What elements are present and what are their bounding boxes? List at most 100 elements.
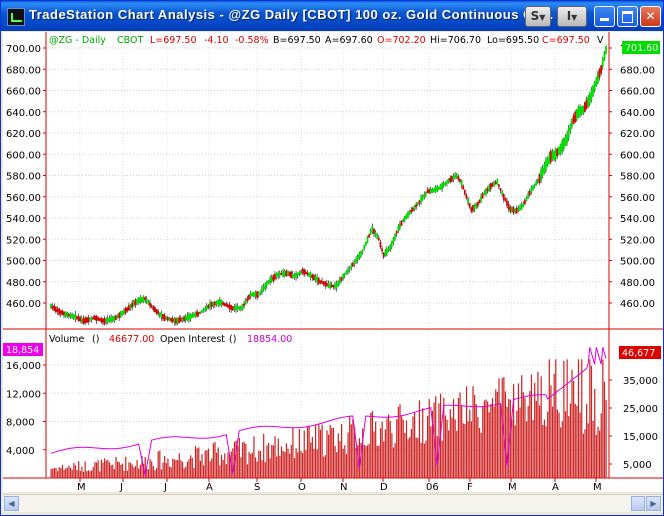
candle-body <box>566 133 568 144</box>
candle-body <box>186 315 189 321</box>
volume-bar <box>130 462 132 478</box>
horizontal-scrollbar[interactable]: ◀ ▶ <box>3 494 663 512</box>
volume-bar <box>241 442 244 478</box>
volume-bar <box>326 430 328 478</box>
candle-body <box>123 309 125 314</box>
candle-body <box>590 89 593 101</box>
candle-body <box>418 200 421 204</box>
volume-bar <box>448 430 450 478</box>
candle-body <box>327 283 330 288</box>
candle-body <box>580 106 583 115</box>
price-tick-label: 600.00 <box>620 150 655 161</box>
candle-body <box>543 163 546 173</box>
volume-bar <box>267 442 270 478</box>
price-tick-label: 680.00 <box>620 65 655 76</box>
candle-body <box>499 188 502 191</box>
candle-body <box>157 310 160 315</box>
high-price: Hi=706.70 <box>430 35 481 46</box>
candle-body <box>259 290 262 294</box>
volume-bar <box>58 467 60 478</box>
candle-body <box>93 315 96 320</box>
volume-bar <box>254 457 257 478</box>
title-bar[interactable]: TradeStation Chart Analysis - @ZG Daily … <box>1 1 663 31</box>
volume-bar <box>370 412 372 478</box>
volume-bar <box>177 460 179 478</box>
volume-bar <box>415 437 417 478</box>
candle-body <box>69 313 72 318</box>
volume-bar <box>383 441 385 478</box>
scroll-left-button[interactable]: ◀ <box>4 496 19 511</box>
candle-body <box>301 269 304 274</box>
candle-body <box>166 317 169 321</box>
candle-body <box>572 115 575 124</box>
volume-bar <box>495 389 497 478</box>
volume-bar <box>89 471 91 478</box>
candle-body <box>140 297 143 302</box>
candle-body <box>480 196 482 202</box>
oi-tick-label: 5,000 <box>623 460 652 471</box>
volume-bar <box>407 439 409 478</box>
candle-body <box>249 292 252 297</box>
candle-body <box>603 52 606 61</box>
scroll-thumb[interactable] <box>631 496 645 511</box>
candle-body <box>548 154 551 164</box>
volume-bar <box>279 455 281 478</box>
volume-bar <box>602 359 604 478</box>
price-tick-label: 700.00 <box>6 44 41 55</box>
candle-body <box>325 282 328 286</box>
volume-bar <box>66 467 68 478</box>
scroll-right-button[interactable]: ▶ <box>646 496 661 511</box>
candle-body <box>475 203 478 208</box>
volume-bar <box>485 399 487 478</box>
volume-bar <box>194 446 197 478</box>
candle-body <box>201 310 203 313</box>
maximize-button[interactable] <box>617 6 638 27</box>
symbol-menu-button[interactable]: S▼ <box>525 6 551 27</box>
candle-body <box>64 311 67 317</box>
volume-bar <box>551 406 554 478</box>
volume-bar <box>68 465 70 478</box>
volume-bar <box>590 365 593 478</box>
time-label: A <box>206 482 213 492</box>
volume-bar <box>79 471 81 478</box>
candle-body <box>374 232 377 236</box>
volume-bar <box>293 458 296 478</box>
candle-body <box>296 272 299 276</box>
volume-bar <box>336 452 338 478</box>
interval-menu-button[interactable]: I▼ <box>557 6 587 27</box>
volume-bar <box>203 465 205 478</box>
volume-bar <box>457 397 460 478</box>
volume-bar <box>347 432 349 478</box>
price-tick-label: 620.00 <box>6 129 41 140</box>
tradestation-app-icon[interactable] <box>7 8 25 26</box>
volume-bar <box>162 462 164 478</box>
volume-bar <box>110 465 112 478</box>
volume-bar <box>259 450 262 478</box>
volume-bar <box>173 459 176 478</box>
volume-bar <box>212 443 214 478</box>
time-label: M <box>593 482 602 492</box>
volume-bar <box>425 440 427 478</box>
volume-bar <box>181 461 184 478</box>
candle-body <box>387 248 390 251</box>
candle-body <box>223 302 226 306</box>
candle-body <box>261 287 263 293</box>
candle-body <box>587 96 590 107</box>
volume-bar <box>577 359 580 478</box>
price-chart[interactable]: @ZG - Daily CBOT L=697.50 -4.10 -0.58% B… <box>3 32 663 492</box>
volume-bars <box>50 359 607 478</box>
volume-bar <box>178 453 180 478</box>
candle-body <box>300 271 302 274</box>
candle-body <box>530 187 533 194</box>
candle-body <box>395 231 398 234</box>
volume-bar <box>532 420 534 478</box>
candle-body <box>89 318 91 321</box>
close-button[interactable]: ✕ <box>640 6 661 27</box>
volume-bar <box>475 404 477 478</box>
volume-bar <box>500 404 502 478</box>
time-label: M <box>77 482 86 492</box>
minimize-button[interactable] <box>594 6 615 27</box>
candle-body <box>269 277 271 284</box>
candle-body <box>265 281 268 287</box>
candle-body <box>306 272 309 275</box>
